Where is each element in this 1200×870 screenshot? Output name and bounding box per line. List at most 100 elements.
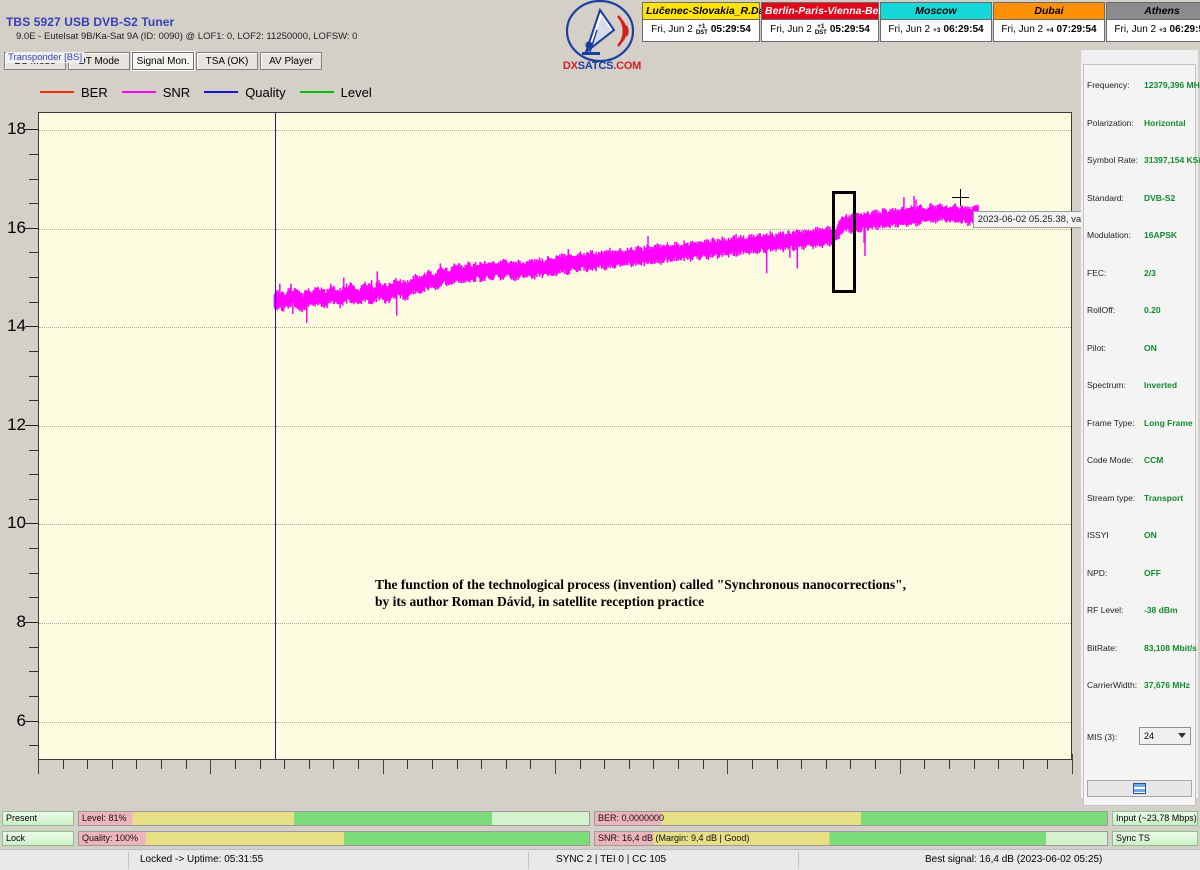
y-axis-tick-minor bbox=[29, 572, 38, 574]
tab-av-player[interactable]: AV Player bbox=[260, 52, 322, 70]
transponder-value: -38 dBm bbox=[1144, 605, 1178, 615]
transponder-value: ON bbox=[1144, 530, 1157, 540]
y-axis-label: 10 bbox=[7, 513, 26, 533]
y-axis-tick-minor bbox=[29, 449, 38, 451]
x-axis-tick-minor bbox=[973, 760, 975, 769]
clock-dubai: Dubai Fri, Jun 2 +4 07:29:54 bbox=[993, 2, 1105, 42]
transponder-row: Stream type: Transport bbox=[1087, 493, 1195, 507]
y-axis-tick-major bbox=[25, 129, 38, 131]
transponder-value: 37,676 MHz bbox=[1144, 680, 1190, 690]
y-axis: 18 16 14 12 10 8 6 bbox=[0, 112, 38, 760]
x-axis-tick-minor bbox=[161, 760, 163, 769]
y-axis-label: 16 bbox=[7, 217, 26, 237]
transponder-value: OFF bbox=[1144, 567, 1161, 578]
tab-signal-mon[interactable]: Signal Mon. bbox=[132, 52, 194, 70]
chart-caption: The function of the technological proces… bbox=[375, 577, 907, 610]
transponder-key: BitRate: bbox=[1087, 642, 1118, 653]
x-axis-tick-minor bbox=[87, 760, 89, 769]
y-axis-tick-major bbox=[25, 227, 38, 229]
x-axis-tick-minor bbox=[702, 760, 704, 769]
x-axis-tick-minor bbox=[407, 760, 409, 769]
ts-stream-button[interactable] bbox=[1087, 780, 1192, 797]
y-axis-tick-minor bbox=[29, 203, 38, 205]
snr-meter-fill bbox=[595, 832, 1046, 845]
y-axis-tick-major bbox=[25, 622, 38, 624]
y-axis-tick-minor bbox=[29, 252, 38, 254]
x-axis-tick-minor bbox=[185, 760, 187, 769]
y-axis-label: 12 bbox=[7, 414, 26, 434]
ts-stream-icon bbox=[1133, 783, 1146, 794]
level-meter: Level: 81% bbox=[78, 811, 590, 826]
x-axis-tick-minor bbox=[456, 760, 458, 769]
ber-meter: BER: 0,0000000 bbox=[594, 811, 1108, 826]
mis-select[interactable]: 24 bbox=[1139, 727, 1191, 745]
y-axis-label: 6 bbox=[16, 710, 26, 730]
y-axis-tick-minor bbox=[29, 671, 38, 673]
snr-meter-label: SNR: 16,4 dB (Margin: 9,4 dB | Good) bbox=[598, 833, 750, 843]
status-bar: Locked -> Uptime: 05:31:55 SYNC 2 | TEI … bbox=[0, 849, 1200, 870]
clock-city: Moscow bbox=[881, 3, 991, 20]
quality-meter: Quality: 100% bbox=[78, 831, 590, 846]
transponder-key: Code Mode: bbox=[1087, 455, 1134, 465]
legend-label: BER bbox=[81, 84, 108, 100]
x-axis-tick-major bbox=[727, 754, 729, 774]
clock-city: Berlin-Paris-Vienna-Belgrade bbox=[762, 3, 910, 20]
clock-berlin-paris-vienna-belgrade: Berlin-Paris-Vienna-Belgrade Fri, Jun 2 +1… bbox=[761, 2, 910, 42]
transponder-row: RollOff: 0.20 bbox=[1087, 305, 1195, 319]
y-axis-tick-minor bbox=[29, 474, 38, 476]
transponder-row: FEC: 2/3 bbox=[1087, 268, 1195, 282]
transponder-key: Spectrum: bbox=[1087, 380, 1126, 390]
satellite-dish-icon bbox=[565, 0, 635, 62]
x-axis-tick-minor bbox=[776, 760, 778, 769]
legend-item-snr: SNR bbox=[121, 85, 190, 100]
ber-meter-label: BER: 0,0000000 bbox=[598, 813, 665, 823]
mis-label: MIS (3): bbox=[1087, 732, 1118, 742]
app-header: TBS 5927 USB DVB-S2 Tuner 9.0E - Eutelsa… bbox=[0, 0, 1200, 72]
plot-area[interactable]: 2023-06-02 05.25.38, value: 16,5 The fun… bbox=[38, 112, 1123, 760]
gridline bbox=[39, 228, 1071, 230]
status-sync: SYNC 2 | TEI 0 | CC 105 bbox=[556, 854, 667, 865]
clock-clocktime: 07:29:54 bbox=[1056, 24, 1097, 35]
legend-swatch-quality bbox=[204, 91, 239, 93]
transponder-key: Modulation: bbox=[1087, 230, 1131, 240]
x-axis-tick-minor bbox=[234, 760, 236, 769]
status-best-signal: Best signal: 16,4 dB (2023-06-02 05:25) bbox=[925, 854, 1103, 865]
x-axis-tick-minor bbox=[998, 760, 1000, 769]
transponder-row: Pilot: ON bbox=[1087, 343, 1195, 357]
y-axis-tick-minor bbox=[29, 597, 38, 599]
transponder-value: Transport bbox=[1144, 492, 1184, 503]
transponder-row: Spectrum: Inverted bbox=[1087, 380, 1195, 394]
x-axis-tick-minor bbox=[678, 760, 680, 769]
transponder-key: Symbol Rate: bbox=[1087, 155, 1139, 165]
clock-utc-offset: +1 DST bbox=[814, 23, 827, 36]
clock-clocktime: 06:29:54 bbox=[943, 24, 984, 35]
legend-item-ber: BER bbox=[40, 85, 108, 100]
transponder-value: 83,108 Mbit/s bbox=[1144, 642, 1197, 653]
status-uptime: Locked -> Uptime: 05:31:55 bbox=[140, 854, 264, 865]
transponder-row: Standard: DVB-S2 bbox=[1087, 193, 1195, 207]
dxsatcs-logo: DXSATCS.COM bbox=[556, 0, 648, 78]
transponder-key: RollOff: bbox=[1087, 305, 1116, 315]
transponder-key: CarrierWidth: bbox=[1087, 680, 1138, 690]
x-axis-tick-minor bbox=[111, 760, 113, 769]
clock-clocktime: 05:29:54 bbox=[710, 24, 751, 35]
level-meter-fill bbox=[79, 812, 493, 825]
quality-meter-fill bbox=[79, 832, 589, 845]
logo-com: .COM bbox=[613, 60, 642, 72]
transponder-panel-title: Transponder [BS] bbox=[6, 52, 85, 63]
x-axis-tick-major bbox=[382, 754, 384, 774]
clock-utc-offset: +1 DST bbox=[695, 23, 708, 36]
transponder-value: ON bbox=[1144, 342, 1157, 353]
gridline bbox=[39, 425, 1071, 427]
y-axis-tick-minor bbox=[29, 178, 38, 180]
y-axis-tick-minor bbox=[29, 350, 38, 352]
tab-tsa-ok[interactable]: TSA (OK) bbox=[196, 52, 258, 70]
gridline bbox=[39, 327, 1071, 329]
y-axis-label: 8 bbox=[16, 612, 26, 632]
legend-swatch-ber bbox=[40, 91, 74, 93]
world-clocks: Lučenec-Slovakia_R.Dávid Fri, Jun 2 +1 DST 0… bbox=[642, 2, 1200, 42]
transponder-row: CarrierWidth: 37,676 MHz bbox=[1087, 680, 1195, 694]
legend-item-quality: Quality bbox=[204, 85, 286, 100]
clock-clocktime: 06:29:54 bbox=[1169, 24, 1200, 35]
x-axis-tick-major bbox=[210, 754, 212, 774]
